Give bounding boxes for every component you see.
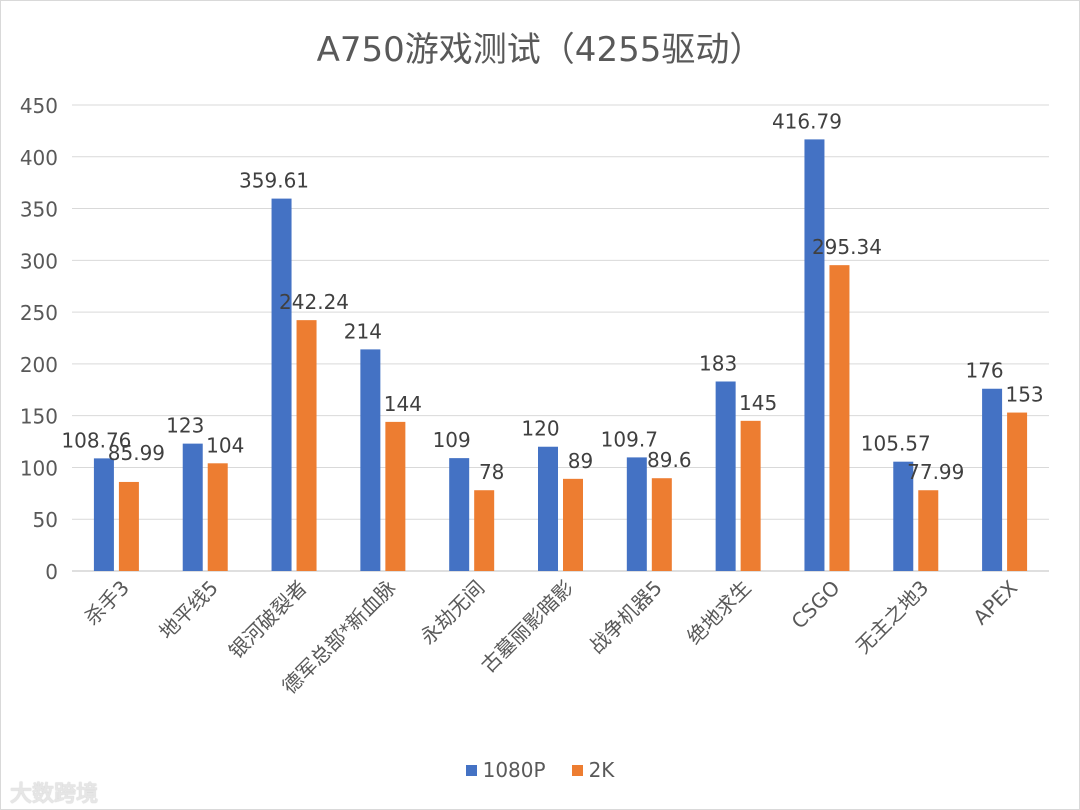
bar-1080p [626,457,647,571]
data-label: 153 [1005,383,1043,407]
data-label: 359.61 [239,169,309,193]
y-tick-label: 400 [20,146,58,170]
legend: 1080P 2K [0,758,1080,782]
y-tick-label: 450 [20,94,58,118]
bar-1080p [182,443,203,571]
bar-2k [563,478,583,571]
chart-title: A750游戏测试（4255驱动） [316,30,764,70]
bar-1080p [982,388,1003,571]
bar-2k [651,478,672,571]
data-label: 214 [344,319,382,343]
data-label: 144 [384,392,422,416]
y-tick-label: 300 [20,249,58,273]
bar-2k [1007,412,1028,571]
bar-1080p [893,461,914,571]
data-label: 295.34 [812,235,882,259]
data-label: 109.7 [601,427,658,451]
data-label: 109 [433,428,471,452]
legend-item-2k: 2K [571,758,615,782]
data-label: 105.57 [861,432,931,456]
y-tick-label: 250 [20,301,58,325]
bar-2k [296,320,317,571]
x-tick-label: 银河破裂者 [224,576,312,664]
y-tick-label: 350 [20,198,58,222]
data-label: 176 [965,359,1003,383]
y-tick-label: 150 [20,405,58,429]
bar-2k [207,463,228,571]
data-label: 145 [739,391,777,415]
x-tick-label: 无主之地3 [851,576,934,659]
x-tick-label: 古墓丽影暗影 [476,576,578,678]
y-tick-label: 100 [20,456,58,480]
x-tick-label: 永劫无间 [416,576,490,650]
bar-2k [118,481,139,571]
data-label: 183 [699,351,737,375]
data-label: 85.99 [108,441,165,465]
legend-label-2k: 2K [588,758,615,782]
bar-1080p [804,139,825,571]
x-tick-label: 地平线5 [154,576,222,644]
data-label: 104 [206,433,244,457]
legend-item-1080p: 1080P [465,758,546,782]
legend-swatch-1080p [465,764,477,776]
x-tick-label: 杀手3 [80,576,134,630]
bar-1080p [360,349,381,571]
data-label: 89 [568,449,593,473]
bar-1080p [93,458,114,571]
legend-label-1080p: 1080P [482,758,546,782]
data-label: 120 [521,417,559,441]
bar-2k [385,421,406,571]
bar-1080p [449,458,470,571]
x-tick-label: APEX [968,575,1022,629]
data-label: 89.6 [647,448,692,472]
x-tick-label: 绝地求生 [682,576,756,650]
legend-swatch-2k [571,764,583,776]
x-tick-label: 战争机器5 [584,576,667,659]
data-label: 78 [479,460,504,484]
bar-2k [474,490,495,571]
bar-2k [740,420,761,571]
watermark-logo: 大数跨境 [10,782,99,807]
bar-2k [918,490,939,571]
data-label: 77.99 [907,460,964,484]
y-tick-label: 50 [33,508,58,532]
bar-1080p [538,446,558,571]
bar-1080p [271,198,292,571]
data-label: 416.79 [772,109,842,133]
x-tick-label: CSGO [787,576,845,634]
data-label: 242.24 [279,290,349,314]
y-tick-label: 0 [45,560,58,584]
data-label: 108.76 [61,428,131,452]
data-label: 123 [166,414,204,438]
bar-1080p [715,381,736,571]
y-tick-label: 200 [20,353,58,377]
bar-2k [829,265,850,571]
